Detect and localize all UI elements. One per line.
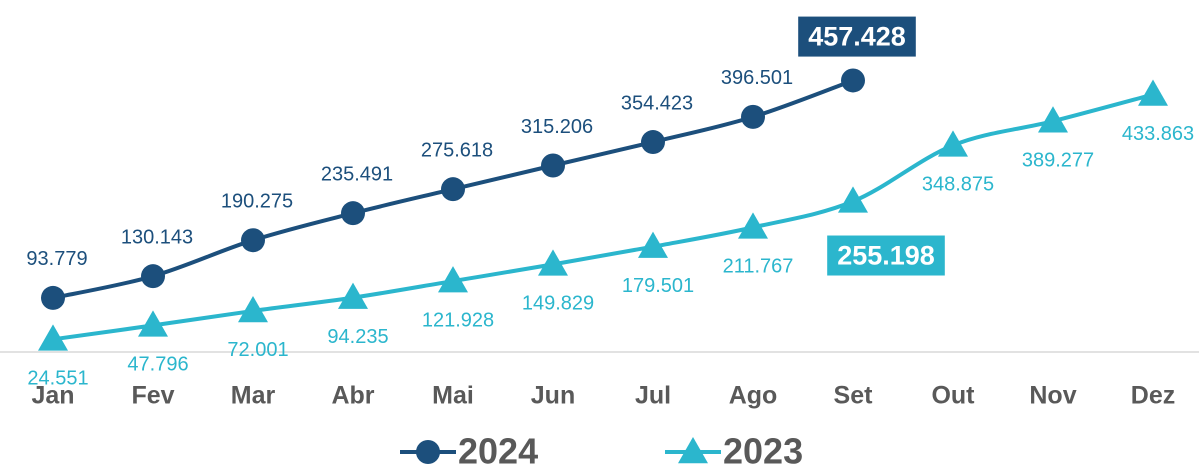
- value-label: 190.275: [221, 190, 293, 212]
- x-tick-label: Out: [931, 382, 975, 410]
- legend-item: 2024: [400, 431, 538, 468]
- value-label: 275.618: [421, 139, 493, 161]
- marker: [838, 186, 868, 213]
- highlight-box: [798, 16, 916, 57]
- x-tick-label: Set: [834, 382, 874, 410]
- value-label: 255.198: [837, 241, 935, 271]
- value-label: 93.779: [26, 248, 87, 270]
- value-label: 389.277: [1022, 149, 1094, 171]
- value-label: 24.551: [27, 368, 88, 390]
- marker: [738, 212, 768, 239]
- x-tick-label: Jul: [635, 382, 671, 410]
- value-label: 315.206: [521, 116, 593, 138]
- marker: [641, 130, 665, 155]
- marker: [438, 266, 468, 293]
- x-tick-label: Ago: [729, 382, 778, 410]
- x-tick-label: Mar: [231, 382, 276, 410]
- marker: [238, 295, 268, 323]
- marker: [241, 228, 265, 253]
- value-label: 47.796: [127, 354, 188, 376]
- value-label: 130.143: [121, 226, 193, 248]
- marker: [1138, 79, 1168, 106]
- value-label: 354.423: [621, 92, 693, 114]
- marker: [841, 68, 865, 93]
- marker: [341, 201, 365, 226]
- value-label: 94.235: [327, 326, 388, 348]
- marker: [41, 285, 65, 310]
- highlight-box: [827, 235, 945, 276]
- value-label: 149.829: [522, 293, 594, 315]
- marker: [38, 324, 68, 351]
- marker: [416, 440, 440, 464]
- x-tick-label: Dez: [1131, 382, 1175, 410]
- marker: [1038, 106, 1068, 133]
- marker: [338, 282, 368, 309]
- value-label: 348.875: [922, 174, 994, 196]
- value-label: 179.501: [622, 275, 694, 297]
- value-label: 457.428: [808, 22, 906, 52]
- value-label: 121.928: [422, 309, 494, 331]
- value-label: 433.863: [1122, 123, 1194, 145]
- x-tick-label: Jun: [531, 382, 575, 410]
- marker: [138, 310, 168, 337]
- x-tick-label: Mai: [432, 382, 474, 410]
- value-label: 396.501: [721, 67, 793, 89]
- highlight-label: 255.198: [827, 235, 945, 276]
- legend-label: 2023: [723, 431, 803, 468]
- legend-label: 2024: [458, 431, 538, 468]
- series-line: [52, 92, 1154, 342]
- value-label: 211.767: [723, 256, 794, 278]
- marker: [638, 231, 668, 258]
- x-tick-label: Jan: [31, 382, 74, 410]
- legend-item: 2023: [665, 431, 803, 468]
- marker: [541, 153, 565, 178]
- marker: [678, 437, 708, 464]
- marker: [141, 264, 165, 289]
- x-tick-label: Abr: [331, 382, 374, 410]
- marker: [741, 104, 765, 129]
- x-tick-label: Fev: [131, 382, 174, 410]
- marker: [538, 249, 568, 276]
- x-tick-label: Nov: [1029, 382, 1076, 410]
- value-label: 72.001: [227, 339, 288, 361]
- marker: [938, 130, 968, 157]
- highlight-label: 457.428: [798, 16, 916, 57]
- marker: [441, 177, 465, 202]
- value-label: 235.491: [321, 163, 393, 185]
